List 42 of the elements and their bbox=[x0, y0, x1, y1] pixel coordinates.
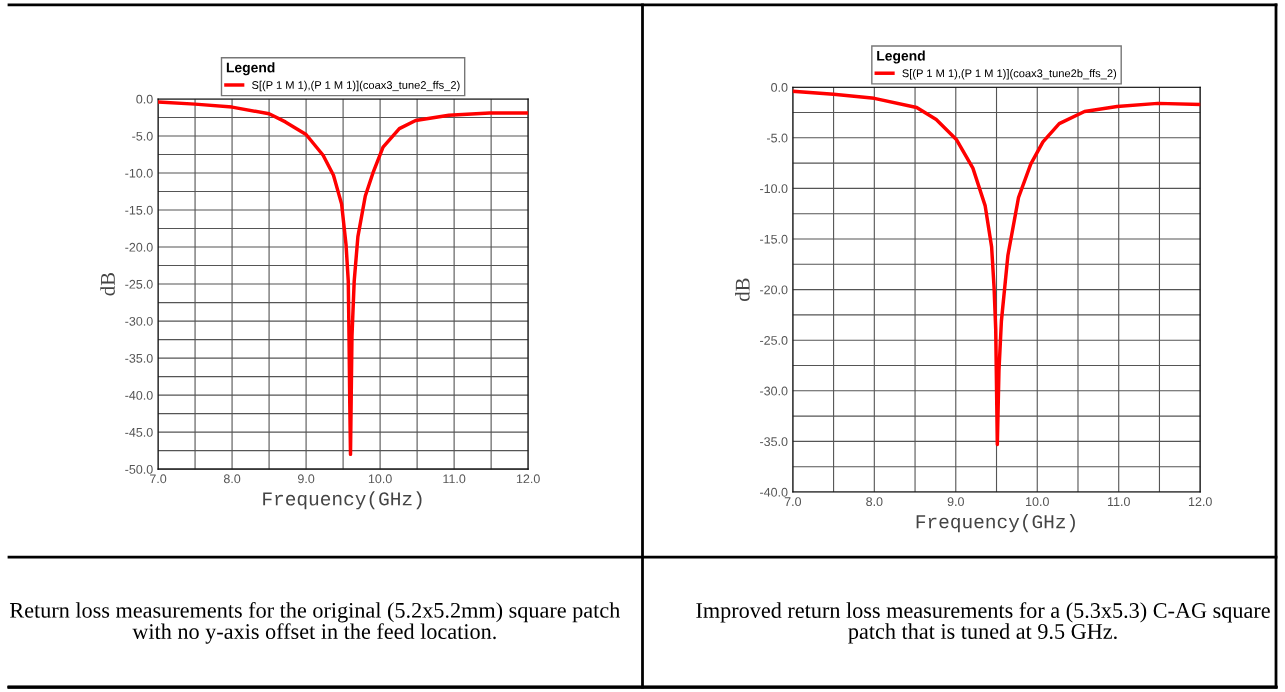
x-tick-label: 11.0 bbox=[443, 474, 466, 484]
x-axis-title: Frequency(GHz) bbox=[916, 514, 1075, 533]
y-tick-label: -45.0 bbox=[125, 427, 153, 437]
x-tick-label: 9.0 bbox=[297, 474, 315, 484]
text: Improved return loss measurements for a (5.3x5.3) C-AG square patch that is tuned at 9.5 GHz. bbox=[696, 602, 1270, 644]
x-tick-label: 7.0 bbox=[150, 474, 167, 484]
text: Return loss measurements for the original (5.2x5.2mm) square patch with no y-axis offset in the feed location. bbox=[9, 601, 621, 644]
y-tick-label: -20.0 bbox=[125, 242, 153, 252]
x-tick-label: 12.0 bbox=[516, 474, 540, 484]
y-tick-label: -10.0 bbox=[125, 168, 153, 178]
x-tick-label: 8.0 bbox=[866, 497, 883, 507]
y-tick-label: -30.0 bbox=[760, 386, 788, 396]
x-tick-label: 7.0 bbox=[784, 497, 802, 507]
legend-title: Legend bbox=[877, 50, 925, 64]
y-axis-title: dB bbox=[735, 278, 750, 302]
legend-label: S[(P 1 M 1),(P 1 M 1)](coax3_tune2_ffs_2) bbox=[252, 80, 460, 92]
y-tick-label: -50.0 bbox=[125, 464, 153, 474]
x-tick-label: 10.0 bbox=[1026, 497, 1049, 507]
y-tick-label: -10.0 bbox=[760, 184, 788, 194]
legend-title: Legend bbox=[226, 62, 275, 76]
y-tick-label: -40.0 bbox=[760, 487, 788, 497]
y-tick-label: -5.0 bbox=[767, 133, 788, 143]
y-tick-label: -35.0 bbox=[760, 437, 788, 447]
x-tick-label: 12.0 bbox=[1188, 497, 1212, 507]
y-tick-label: 0.0 bbox=[771, 82, 788, 92]
y-tick-label: -25.0 bbox=[125, 279, 153, 289]
y-tick-label: -15.0 bbox=[125, 205, 153, 215]
y-tick-label: -15.0 bbox=[760, 234, 788, 244]
legend-label: S[(P 1 M 1),(P 1 M 1)](coax3_tune2b_ffs_2) bbox=[902, 69, 1117, 80]
y-axis-title: dB bbox=[100, 272, 115, 296]
y-tick-label: -40.0 bbox=[125, 390, 153, 400]
x-tick-label: 8.0 bbox=[223, 474, 241, 484]
y-tick-label: -5.0 bbox=[132, 131, 153, 141]
x-tick-label: 11.0 bbox=[1107, 497, 1130, 507]
y-tick-label: 0.0 bbox=[136, 94, 153, 104]
y-tick-label: -35.0 bbox=[125, 353, 153, 363]
y-tick-label: -25.0 bbox=[760, 336, 788, 345]
y-tick-label: -30.0 bbox=[125, 316, 153, 326]
y-tick-label: -20.0 bbox=[760, 285, 788, 295]
x-tick-label: 9.0 bbox=[947, 497, 964, 507]
x-tick-label: 10.0 bbox=[368, 474, 392, 484]
x-axis-title: Frequency(GHz) bbox=[263, 491, 422, 510]
